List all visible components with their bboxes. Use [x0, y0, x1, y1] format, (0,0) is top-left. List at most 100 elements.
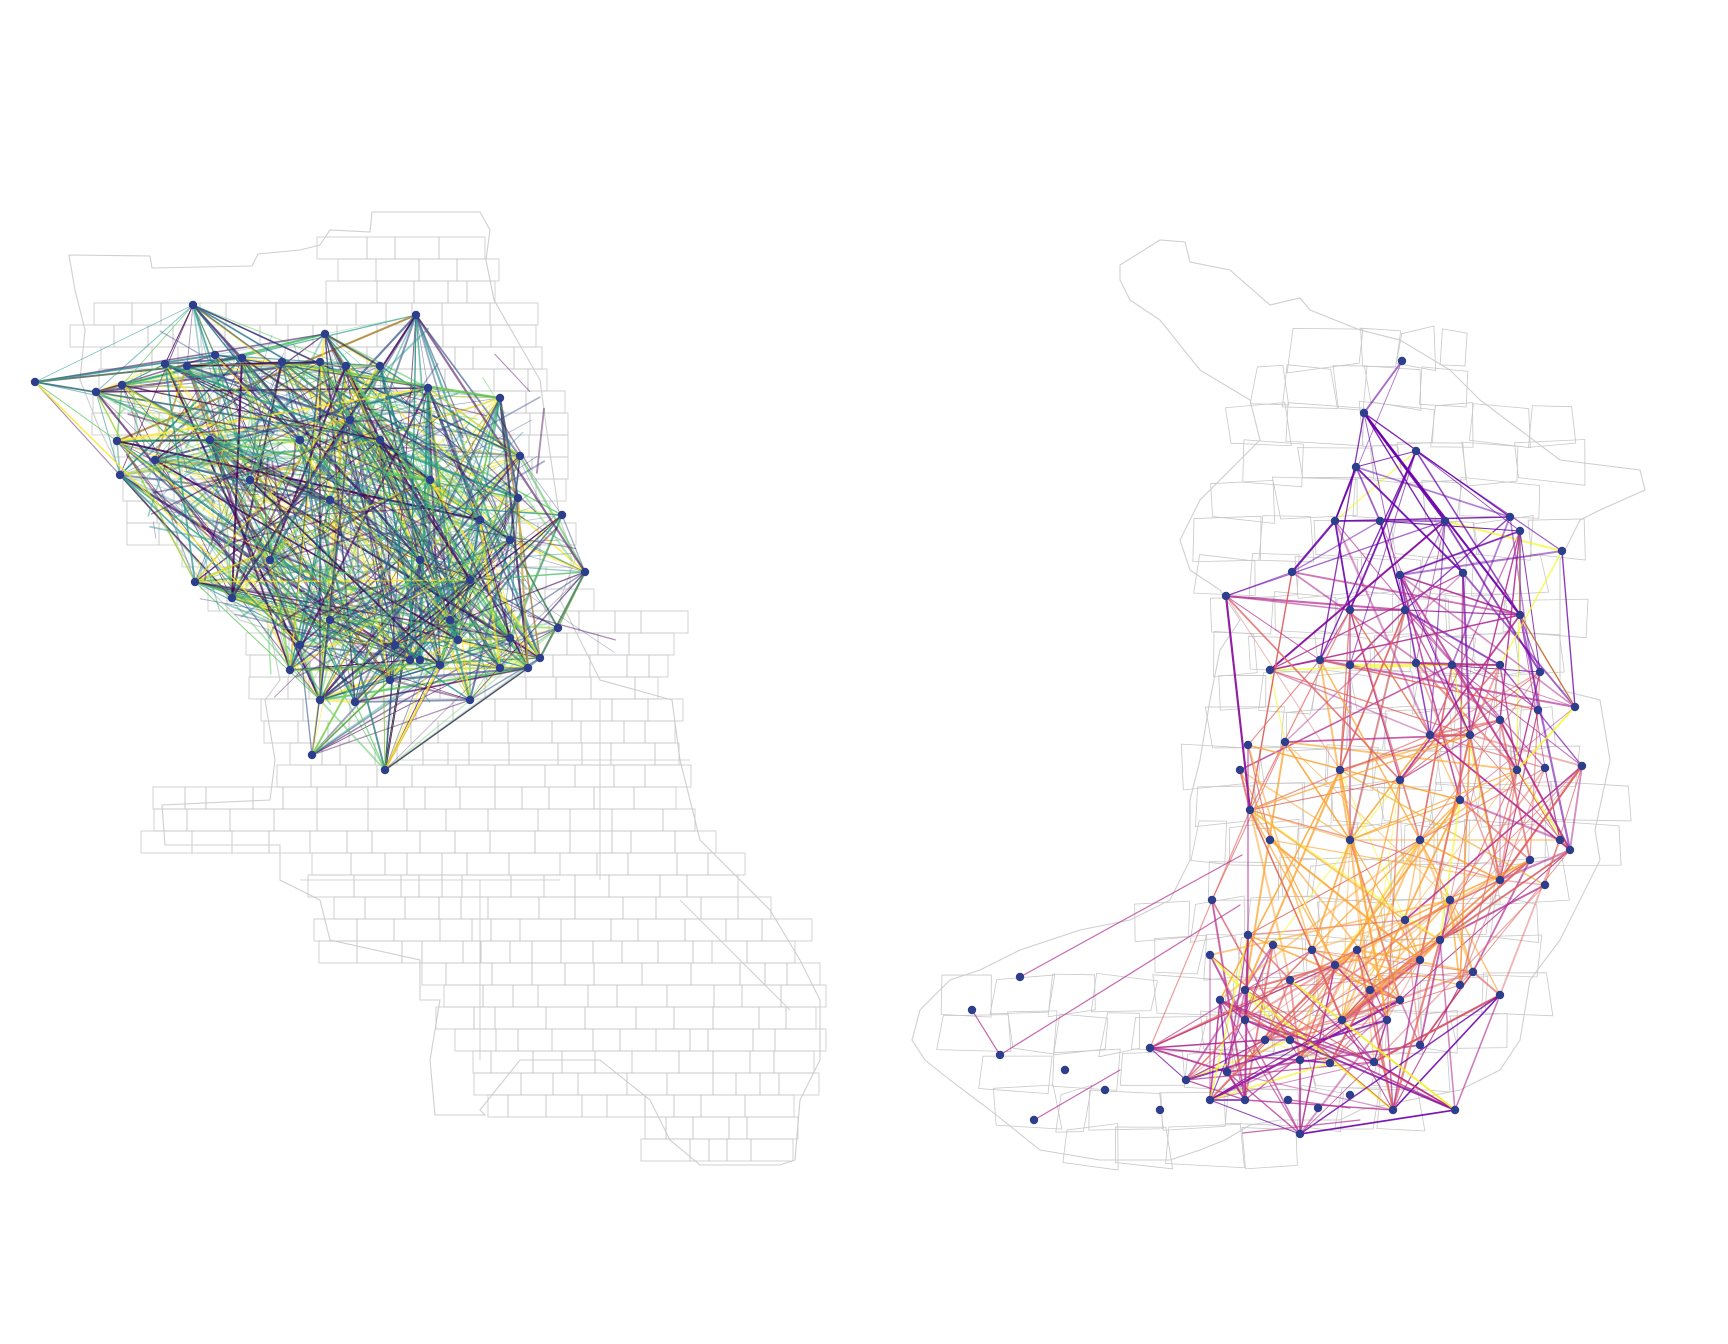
network-node: [1450, 1105, 1460, 1115]
network-edge: [226, 457, 265, 528]
network-edge: [1398, 529, 1522, 577]
network-edge: [1209, 954, 1301, 1135]
network-edge: [130, 456, 183, 478]
network-node: [1283, 1095, 1293, 1105]
network-edge: [1249, 734, 1471, 811]
network-node: [1447, 660, 1457, 670]
census-tract: [455, 764, 496, 788]
network-node: [495, 393, 505, 403]
census-tract: [616, 984, 668, 1008]
census-tract: [1271, 476, 1358, 520]
census-tract: [626, 654, 650, 678]
network-edge: [194, 581, 331, 621]
network-edge: [299, 439, 586, 573]
census-tract: [635, 1006, 675, 1030]
network-edge: [199, 598, 306, 619]
network-edge: [318, 578, 472, 702]
network-edge: [315, 569, 352, 587]
network-edge: [509, 514, 563, 639]
network-edge: [119, 387, 429, 476]
census-tract: [614, 610, 642, 634]
network-edge: [407, 481, 427, 501]
network-edge: [415, 314, 511, 541]
census-tract: [611, 698, 649, 722]
network-edge: [95, 354, 216, 393]
network-node: [1495, 875, 1505, 885]
network-edge: [324, 314, 417, 335]
network-edge: [167, 443, 225, 474]
network-edge: [154, 439, 211, 461]
census-tract: [657, 940, 694, 964]
network-node: [1465, 730, 1475, 740]
census-tract: [441, 302, 491, 326]
network-node: [112, 436, 122, 446]
census-tract: [1403, 819, 1435, 865]
network-edge: [1561, 550, 1576, 708]
network-edge: [95, 304, 194, 393]
network-edge: [252, 488, 324, 533]
network-edge: [1269, 614, 1521, 671]
network-edge: [354, 590, 456, 627]
census-tract: [1439, 328, 1468, 367]
network-edge: [349, 419, 421, 561]
network-edge: [1349, 450, 1417, 666]
census-tract: [532, 1050, 563, 1074]
census-tract: [544, 764, 576, 788]
network-edge: [33, 364, 189, 384]
network-edge: [379, 365, 441, 666]
census-tract: [686, 874, 739, 898]
network-edge: [288, 565, 383, 619]
network-edge: [115, 313, 418, 443]
network-edge: [1379, 520, 1471, 736]
census-tract: [569, 808, 613, 832]
census-tract: [473, 1006, 496, 1030]
census-tract: [726, 1138, 752, 1162]
network-edge: [121, 304, 194, 386]
network-edge: [1225, 520, 1446, 597]
network-edge: [183, 470, 207, 477]
network-edge: [317, 592, 415, 604]
network-edge: [324, 607, 403, 631]
census-tract: [231, 830, 270, 854]
network-edge: [209, 482, 293, 525]
network-edge: [472, 539, 560, 544]
census-tract: [275, 302, 328, 326]
census-tract: [346, 830, 373, 854]
network-node: [425, 475, 435, 485]
census-tract: [1210, 596, 1274, 635]
network-edge: [357, 505, 433, 535]
network-edge: [201, 548, 220, 611]
network-node: [1415, 1040, 1425, 1050]
network-edge: [1391, 938, 1442, 1112]
left-network-nodes: [30, 300, 590, 775]
network-edge: [202, 467, 226, 512]
census-tract: [571, 698, 613, 722]
network-edge: [164, 363, 196, 583]
network-node: [375, 435, 385, 445]
network-edge: [299, 579, 471, 646]
network-edge: [183, 396, 198, 420]
network-edge: [452, 615, 462, 641]
network-edge: [496, 411, 511, 448]
census-tract: [713, 984, 743, 1008]
network-edge: [247, 498, 343, 534]
network-edge: [398, 448, 422, 489]
census-tract: [491, 962, 533, 986]
network-node: [1181, 1075, 1191, 1085]
network-edge: [1415, 662, 1501, 881]
network-edge: [419, 639, 459, 661]
network-edge: [351, 513, 462, 544]
network-edge: [218, 424, 316, 476]
census-tract: [480, 940, 511, 964]
network-edge: [250, 387, 262, 453]
census-tract: [443, 984, 484, 1008]
network-edge: [378, 554, 394, 580]
network-edge: [250, 427, 273, 439]
network-edge: [1311, 949, 1343, 1021]
network-edge: [1399, 530, 1521, 576]
network-node: [423, 383, 433, 393]
network-node: [190, 577, 200, 587]
census-tract: [1088, 1089, 1163, 1131]
census-tract: [472, 1050, 492, 1074]
network-edge: [322, 507, 427, 515]
